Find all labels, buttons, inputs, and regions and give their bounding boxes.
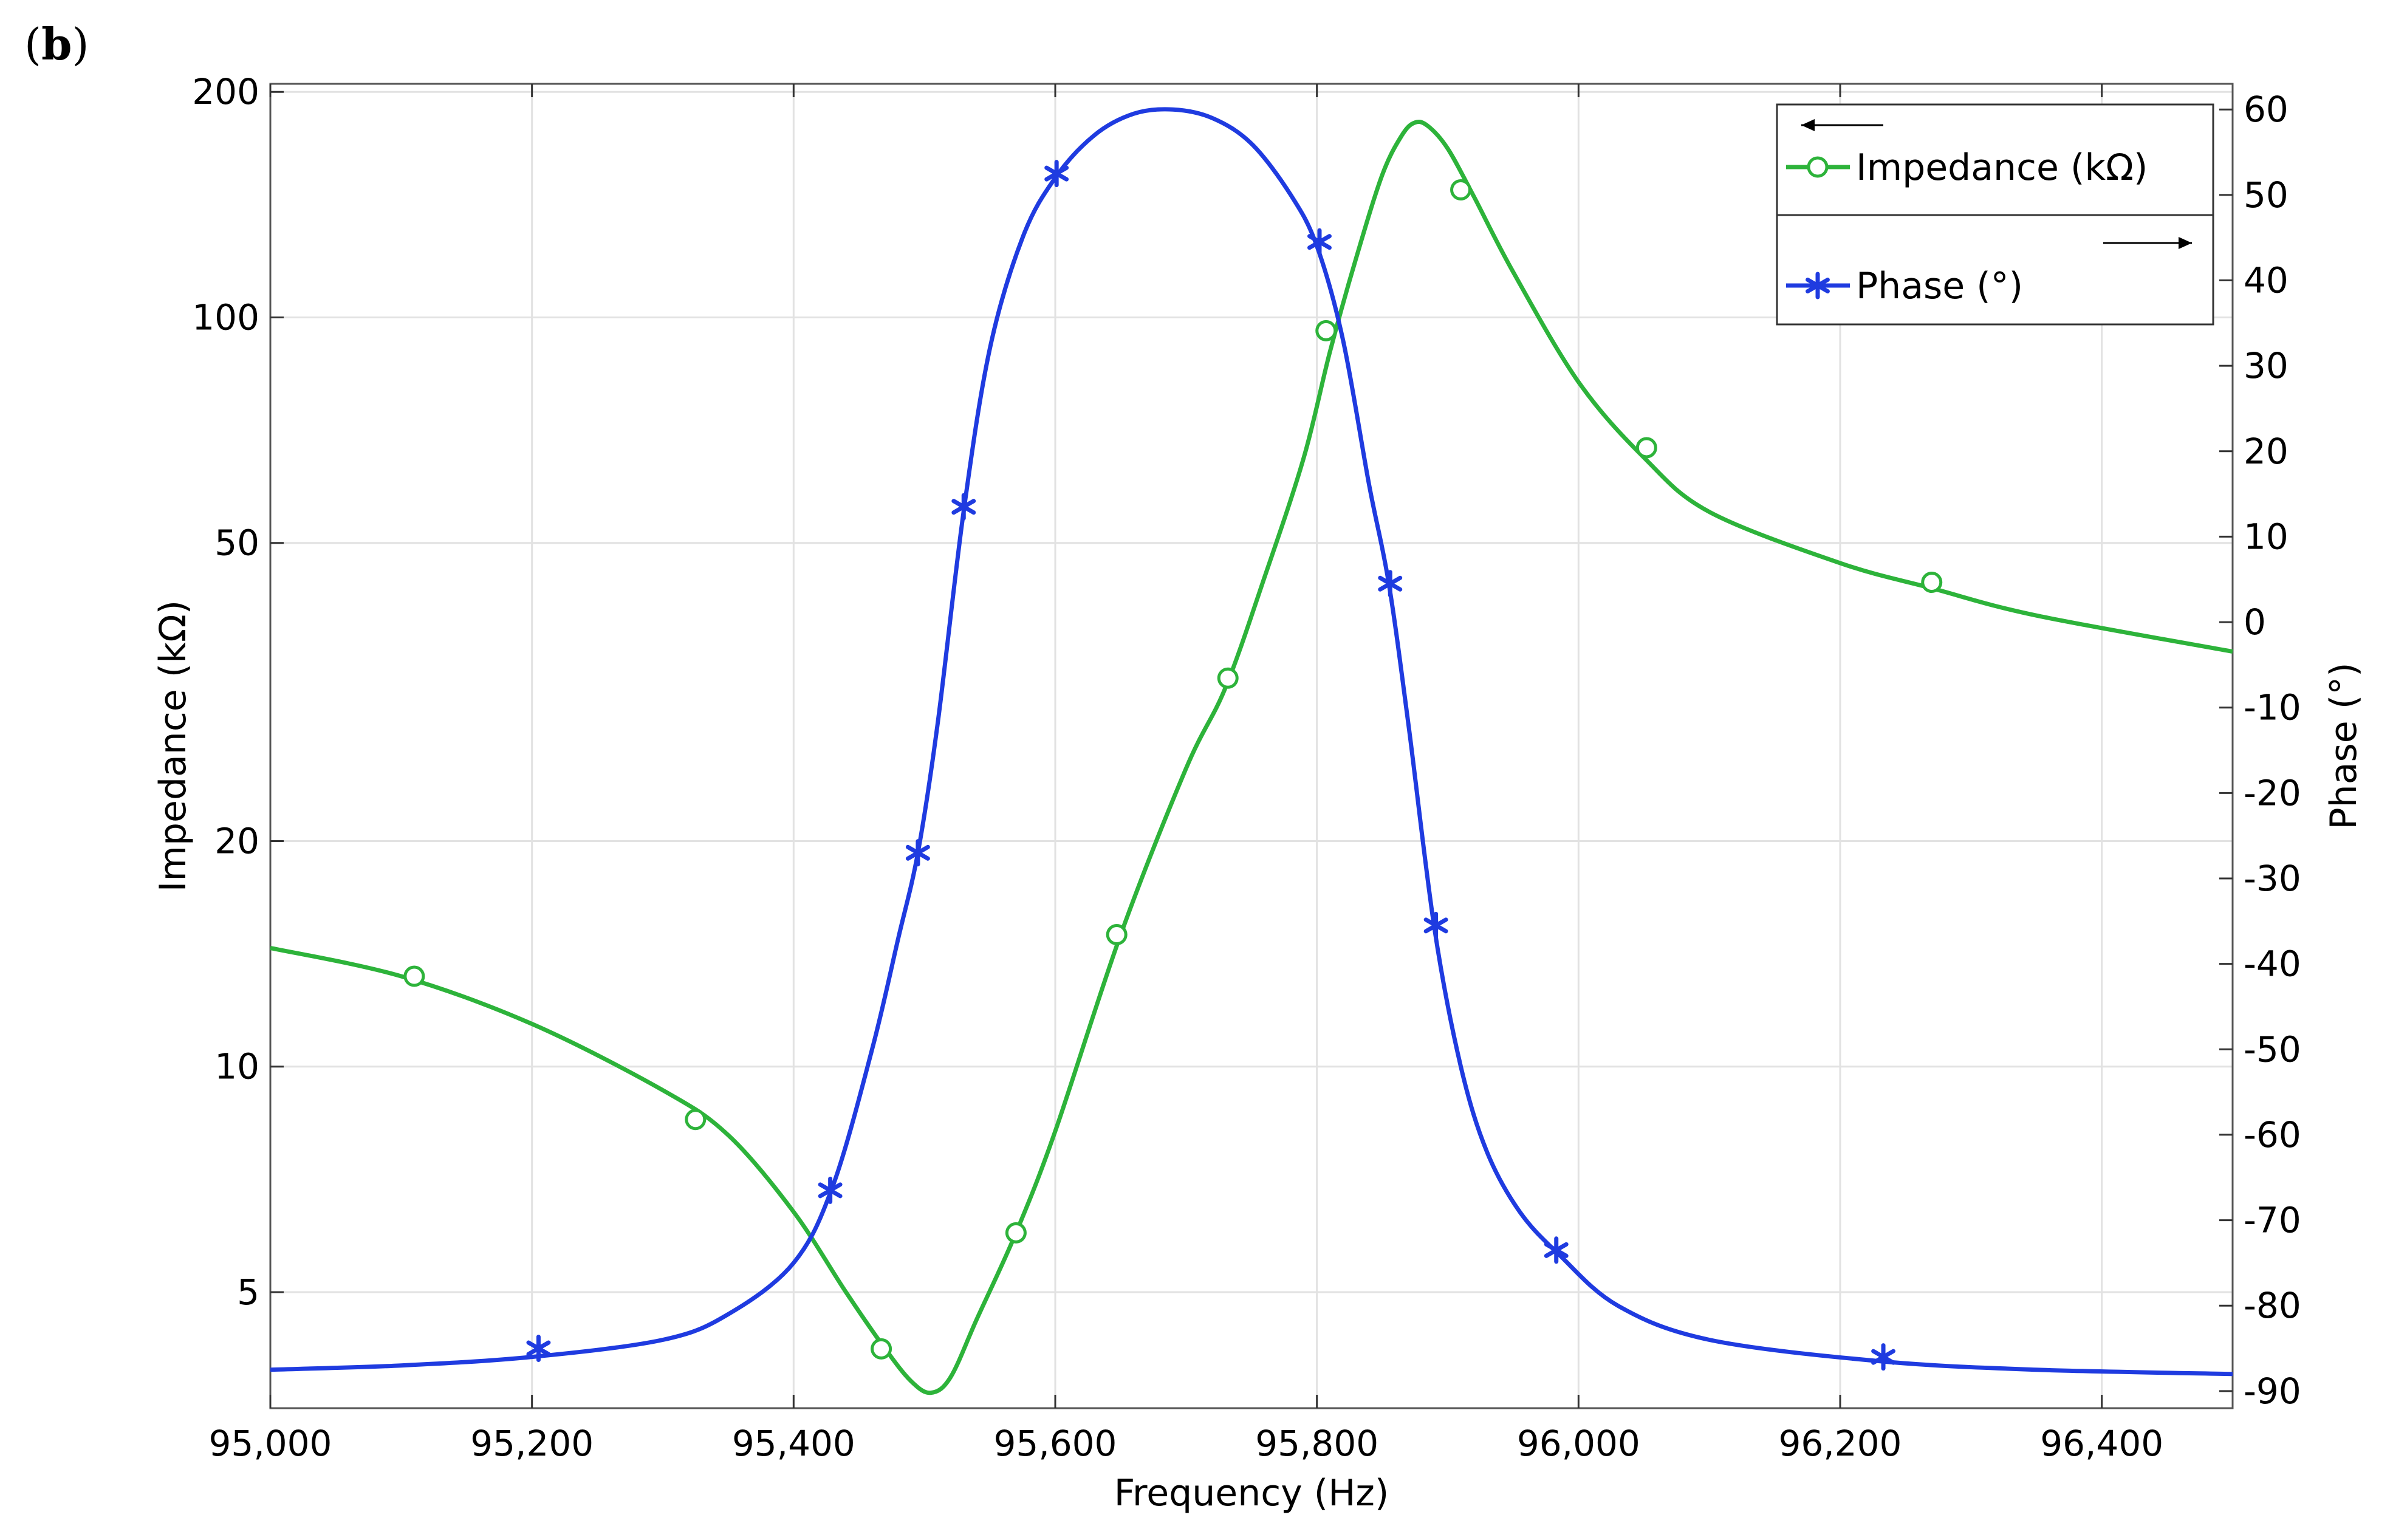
y-left-tick-label: 5 bbox=[237, 1271, 259, 1313]
phase-marker bbox=[1378, 570, 1403, 598]
y-right-tick-label: 60 bbox=[2244, 89, 2289, 130]
phase-marker bbox=[1044, 160, 1069, 188]
phase-marker bbox=[526, 1335, 551, 1363]
phase-marker bbox=[951, 493, 976, 521]
legend-phase-swatch bbox=[1786, 272, 1850, 299]
star-stroke bbox=[1378, 575, 1403, 592]
impedance-marker bbox=[403, 965, 425, 987]
y-right-tick-label: -60 bbox=[2244, 1114, 2301, 1155]
y-left-tick-label: 100 bbox=[192, 296, 259, 338]
y-right-tick-label: 30 bbox=[2244, 345, 2289, 386]
legend-impedance-label: Impedance (kΩ) bbox=[1856, 146, 2148, 189]
y-left-tick-label: 10 bbox=[214, 1046, 259, 1087]
impedance-marker bbox=[685, 1109, 707, 1131]
y-left-tick-label: 50 bbox=[214, 522, 259, 564]
impedance-marker bbox=[1635, 437, 1657, 459]
star-stroke bbox=[1871, 1349, 1896, 1365]
phase-marker bbox=[1307, 228, 1332, 256]
impedance-marker bbox=[1921, 572, 1943, 594]
star-stroke bbox=[1307, 234, 1332, 250]
swatch-marker bbox=[1807, 156, 1829, 178]
legend: Impedance (kΩ) Phase (°) bbox=[1776, 103, 2214, 326]
y-right-tick-label: 50 bbox=[2244, 174, 2289, 216]
x-tick-label: 95,200 bbox=[470, 1423, 594, 1464]
arrow-head bbox=[1801, 119, 1815, 131]
y-right-tick-label: -20 bbox=[2244, 772, 2301, 813]
y-right-tick-label: 40 bbox=[2244, 259, 2289, 301]
legend-phase-label: Phase (°) bbox=[1856, 265, 2023, 307]
star-stroke bbox=[1044, 165, 1069, 182]
phase-marker bbox=[1871, 1343, 1896, 1371]
x-tick-label: 95,600 bbox=[994, 1423, 1117, 1464]
star-stroke bbox=[1423, 917, 1448, 934]
phase-marker bbox=[1544, 1236, 1569, 1264]
y-right-tick-label: -80 bbox=[2244, 1285, 2301, 1326]
impedance-marker bbox=[1005, 1222, 1027, 1244]
star-stroke bbox=[1544, 1242, 1569, 1258]
phase-marker bbox=[1423, 911, 1448, 939]
y-right-tick-label: -30 bbox=[2244, 858, 2301, 899]
star-stroke bbox=[951, 499, 976, 515]
y-left-axis-title: Impedance (kΩ) bbox=[152, 600, 194, 892]
y-right-axis: 60 50 40 30 20 10 0 -10 -20 -30 -40 -50 -60 -70 -80 -90 bbox=[2219, 89, 2301, 1412]
phase-marker bbox=[905, 839, 930, 867]
plot-frame bbox=[269, 83, 2234, 1409]
x-axis-title: Frequency (Hz) bbox=[1114, 1472, 1389, 1514]
legend-impedance-swatch bbox=[1786, 156, 1850, 178]
panel-label-open: ( bbox=[24, 19, 42, 70]
panel-label: (b) bbox=[24, 18, 89, 70]
star-stroke bbox=[526, 1340, 551, 1357]
y-right-tick-label: -70 bbox=[2244, 1200, 2301, 1241]
x-tick-label: 95,800 bbox=[1255, 1423, 1378, 1464]
impedance-marker bbox=[1106, 924, 1128, 946]
y-right-tick-label: -90 bbox=[2244, 1371, 2301, 1412]
x-tick-label: 96,200 bbox=[1779, 1423, 1902, 1464]
y-right-tick-label: 20 bbox=[2244, 431, 2289, 472]
y-right-axis-title: Phase (°) bbox=[2323, 662, 2365, 829]
x-axis: 95,000 95,200 95,400 95,600 95,800 96,000 96,2… bbox=[209, 84, 2163, 1464]
y-right-tick-label: -50 bbox=[2244, 1028, 2301, 1070]
y-right-tick-label: -40 bbox=[2244, 943, 2301, 985]
star-stroke bbox=[1806, 278, 1830, 293]
impedance-marker bbox=[871, 1338, 892, 1360]
x-tick-label: 96,400 bbox=[2040, 1423, 2163, 1464]
swatch-marker bbox=[1806, 272, 1830, 299]
x-tick-label: 95,000 bbox=[209, 1423, 332, 1464]
impedance-marker bbox=[1450, 179, 1472, 200]
impedance-marker bbox=[1217, 667, 1239, 689]
panel-label-letter: b bbox=[41, 18, 72, 70]
phase-marker bbox=[818, 1176, 843, 1204]
star-stroke bbox=[905, 844, 930, 861]
series-layer bbox=[270, 107, 2233, 1395]
y-right-tick-label: -10 bbox=[2244, 687, 2301, 728]
arrow-head bbox=[2179, 237, 2192, 249]
left-arrow-icon bbox=[1801, 119, 1883, 131]
panel-label-close: ) bbox=[72, 19, 89, 70]
star-stroke bbox=[818, 1182, 843, 1199]
x-tick-label: 95,400 bbox=[732, 1423, 855, 1464]
right-arrow-icon bbox=[2103, 237, 2192, 249]
y-right-tick-label: 0 bbox=[2244, 601, 2266, 643]
y-left-axis: 5 10 20 50 100 200 bbox=[192, 71, 284, 1313]
y-right-tick-label: 10 bbox=[2244, 516, 2289, 557]
x-tick-label: 96,000 bbox=[1517, 1423, 1640, 1464]
y-left-tick-label: 20 bbox=[214, 820, 259, 861]
y-left-tick-label: 200 bbox=[192, 71, 259, 112]
impedance-marker bbox=[1315, 320, 1337, 341]
